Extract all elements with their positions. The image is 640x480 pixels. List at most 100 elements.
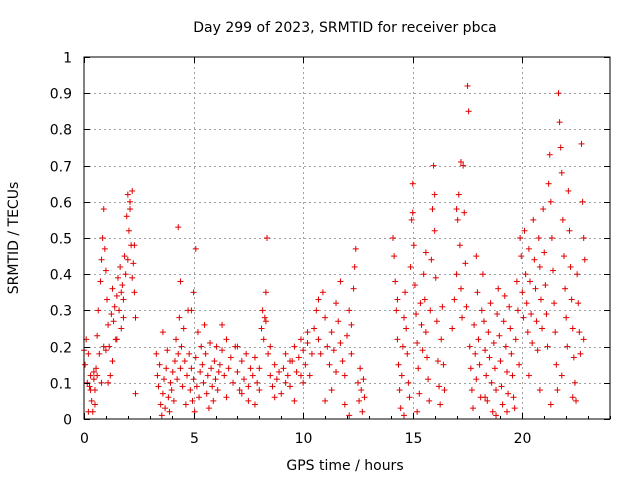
data-point	[109, 285, 116, 292]
data-point	[219, 321, 226, 328]
data-point	[219, 347, 226, 354]
data-point	[91, 401, 98, 408]
data-point	[536, 387, 543, 394]
y-axis-label: SRMTID / TECUs	[6, 182, 22, 295]
data-point	[210, 397, 217, 404]
data-point	[403, 325, 410, 332]
data-point	[437, 401, 444, 408]
data-point	[259, 307, 266, 314]
data-point	[399, 343, 406, 350]
data-point	[354, 379, 361, 386]
data-point	[304, 339, 311, 346]
data-point	[407, 263, 414, 270]
data-point	[470, 405, 477, 412]
data-point	[97, 278, 104, 285]
data-point	[391, 253, 398, 260]
y-tick-label: 0.8	[50, 123, 72, 139]
data-point	[439, 303, 446, 310]
data-point	[557, 144, 564, 151]
data-point	[394, 296, 401, 303]
data-point	[511, 405, 518, 412]
data-point	[483, 372, 490, 379]
data-point	[461, 209, 468, 216]
plot-frame	[83, 56, 611, 420]
data-point	[311, 325, 318, 332]
data-point	[493, 387, 500, 394]
data-point	[167, 379, 174, 386]
data-point	[245, 397, 252, 404]
data-point	[537, 296, 544, 303]
data-point	[536, 263, 543, 270]
data-point	[87, 372, 94, 379]
data-point	[522, 271, 529, 278]
data-point	[413, 311, 420, 318]
data-point	[482, 394, 489, 401]
data-point	[550, 267, 557, 274]
data-point	[99, 235, 106, 241]
data-point	[459, 314, 466, 321]
data-point	[223, 336, 230, 343]
data-point	[503, 368, 510, 375]
data-point	[532, 285, 539, 292]
data-point	[473, 253, 480, 260]
data-point	[475, 336, 482, 343]
data-point	[319, 289, 326, 296]
data-point	[530, 216, 537, 223]
x-tick-label: 10	[295, 431, 313, 447]
data-point	[454, 216, 461, 223]
data-point	[156, 361, 163, 368]
data-point	[425, 376, 432, 383]
data-point	[190, 289, 197, 296]
data-point	[562, 285, 569, 292]
data-point	[479, 271, 486, 278]
data-point	[287, 383, 294, 390]
data-point	[337, 339, 344, 346]
data-point	[194, 329, 201, 336]
data-point	[422, 249, 429, 256]
data-point	[486, 354, 493, 361]
data-point	[408, 216, 415, 223]
data-point	[484, 397, 491, 404]
data-point	[328, 387, 335, 394]
data-point	[304, 329, 311, 336]
data-point	[158, 412, 165, 419]
data-point	[429, 206, 436, 213]
data-point	[258, 325, 265, 332]
data-point	[333, 300, 340, 307]
data-point	[406, 394, 413, 401]
data-point	[176, 314, 183, 321]
data-point	[482, 347, 489, 354]
data-point	[127, 206, 134, 213]
data-point	[302, 361, 309, 368]
data-point	[544, 343, 551, 350]
y-tick-label: 0.2	[50, 341, 72, 357]
y-tick-label: 0.7	[50, 160, 72, 176]
data-point	[539, 325, 546, 332]
data-point	[351, 263, 358, 270]
data-point	[502, 343, 509, 350]
data-point	[198, 343, 205, 350]
data-point	[414, 408, 421, 415]
data-point	[251, 354, 258, 361]
data-point	[476, 361, 483, 368]
x-axis-label: GPS time / hours	[286, 458, 403, 474]
data-point	[419, 347, 426, 354]
data-point	[207, 339, 214, 346]
data-point	[341, 401, 348, 408]
grid-lines	[84, 57, 610, 419]
data-point	[105, 379, 112, 386]
data-point	[348, 350, 355, 357]
data-point	[159, 329, 166, 336]
data-point	[322, 397, 329, 404]
data-point	[333, 368, 340, 375]
y-tick-label: 0.5	[50, 232, 72, 248]
data-point	[474, 289, 481, 296]
data-point	[297, 372, 304, 379]
data-point	[457, 285, 464, 292]
data-point	[287, 358, 294, 365]
data-point	[569, 325, 576, 332]
data-point	[569, 394, 576, 401]
data-point	[553, 361, 560, 368]
data-point	[352, 245, 359, 252]
data-point	[225, 365, 232, 372]
